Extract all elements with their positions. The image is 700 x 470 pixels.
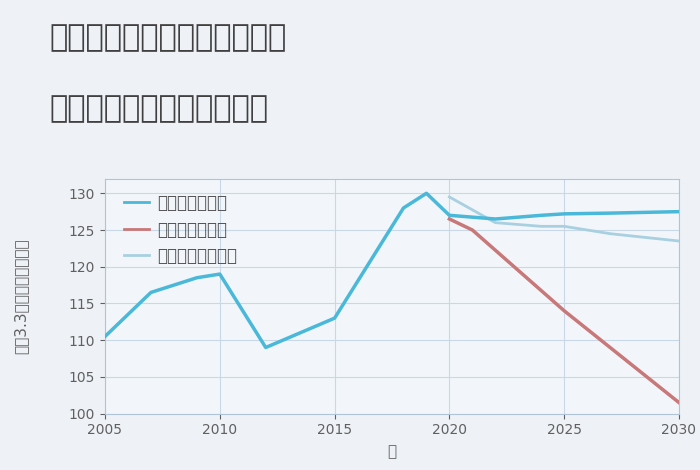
グッドシナリオ <box>399 205 407 211</box>
ノーマルシナリオ <box>537 224 545 229</box>
グッドシナリオ <box>606 210 615 216</box>
Text: 埼玉県さいたま市緑区北原の: 埼玉県さいたま市緑区北原の <box>49 24 286 53</box>
グッドシナリオ <box>193 275 201 281</box>
グッドシナリオ <box>675 209 683 214</box>
グッドシナリオ <box>422 190 430 196</box>
Line: ノーマルシナリオ: ノーマルシナリオ <box>449 197 679 241</box>
ノーマルシナリオ <box>445 194 454 200</box>
Legend: グッドシナリオ, バッドシナリオ, ノーマルシナリオ: グッドシナリオ, バッドシナリオ, ノーマルシナリオ <box>119 189 242 270</box>
Line: グッドシナリオ: グッドシナリオ <box>105 193 679 347</box>
ノーマルシナリオ <box>491 220 500 226</box>
ノーマルシナリオ <box>675 238 683 244</box>
バッドシナリオ <box>560 308 568 313</box>
グッドシナリオ <box>147 290 155 295</box>
バッドシナリオ <box>468 227 477 233</box>
ノーマルシナリオ <box>606 231 615 236</box>
X-axis label: 年: 年 <box>387 444 397 459</box>
グッドシナリオ <box>537 212 545 218</box>
グッドシナリオ <box>216 271 224 277</box>
バッドシナリオ <box>445 216 454 222</box>
Text: 中古マンションの価格推移: 中古マンションの価格推移 <box>49 94 268 123</box>
Text: 坪（3.3㎡）単価（万円）: 坪（3.3㎡）単価（万円） <box>13 238 29 354</box>
Line: バッドシナリオ: バッドシナリオ <box>449 219 679 403</box>
バッドシナリオ <box>675 400 683 406</box>
ノーマルシナリオ <box>560 224 568 229</box>
グッドシナリオ <box>560 211 568 217</box>
グッドシナリオ <box>330 315 339 321</box>
グッドシナリオ <box>445 212 454 218</box>
グッドシナリオ <box>491 216 500 222</box>
グッドシナリオ <box>262 345 270 350</box>
グッドシナリオ <box>101 334 109 339</box>
